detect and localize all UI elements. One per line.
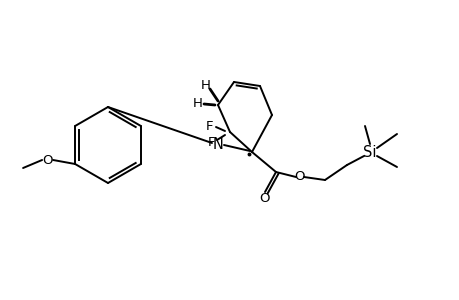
Text: H: H — [193, 97, 202, 110]
Text: H: H — [201, 79, 211, 92]
Text: N: N — [212, 136, 223, 152]
Text: O: O — [294, 170, 305, 184]
Text: F: F — [206, 119, 213, 133]
Text: O: O — [259, 191, 270, 205]
Text: F: F — [208, 136, 215, 148]
Text: O: O — [42, 154, 52, 166]
Text: Si: Si — [363, 145, 376, 160]
